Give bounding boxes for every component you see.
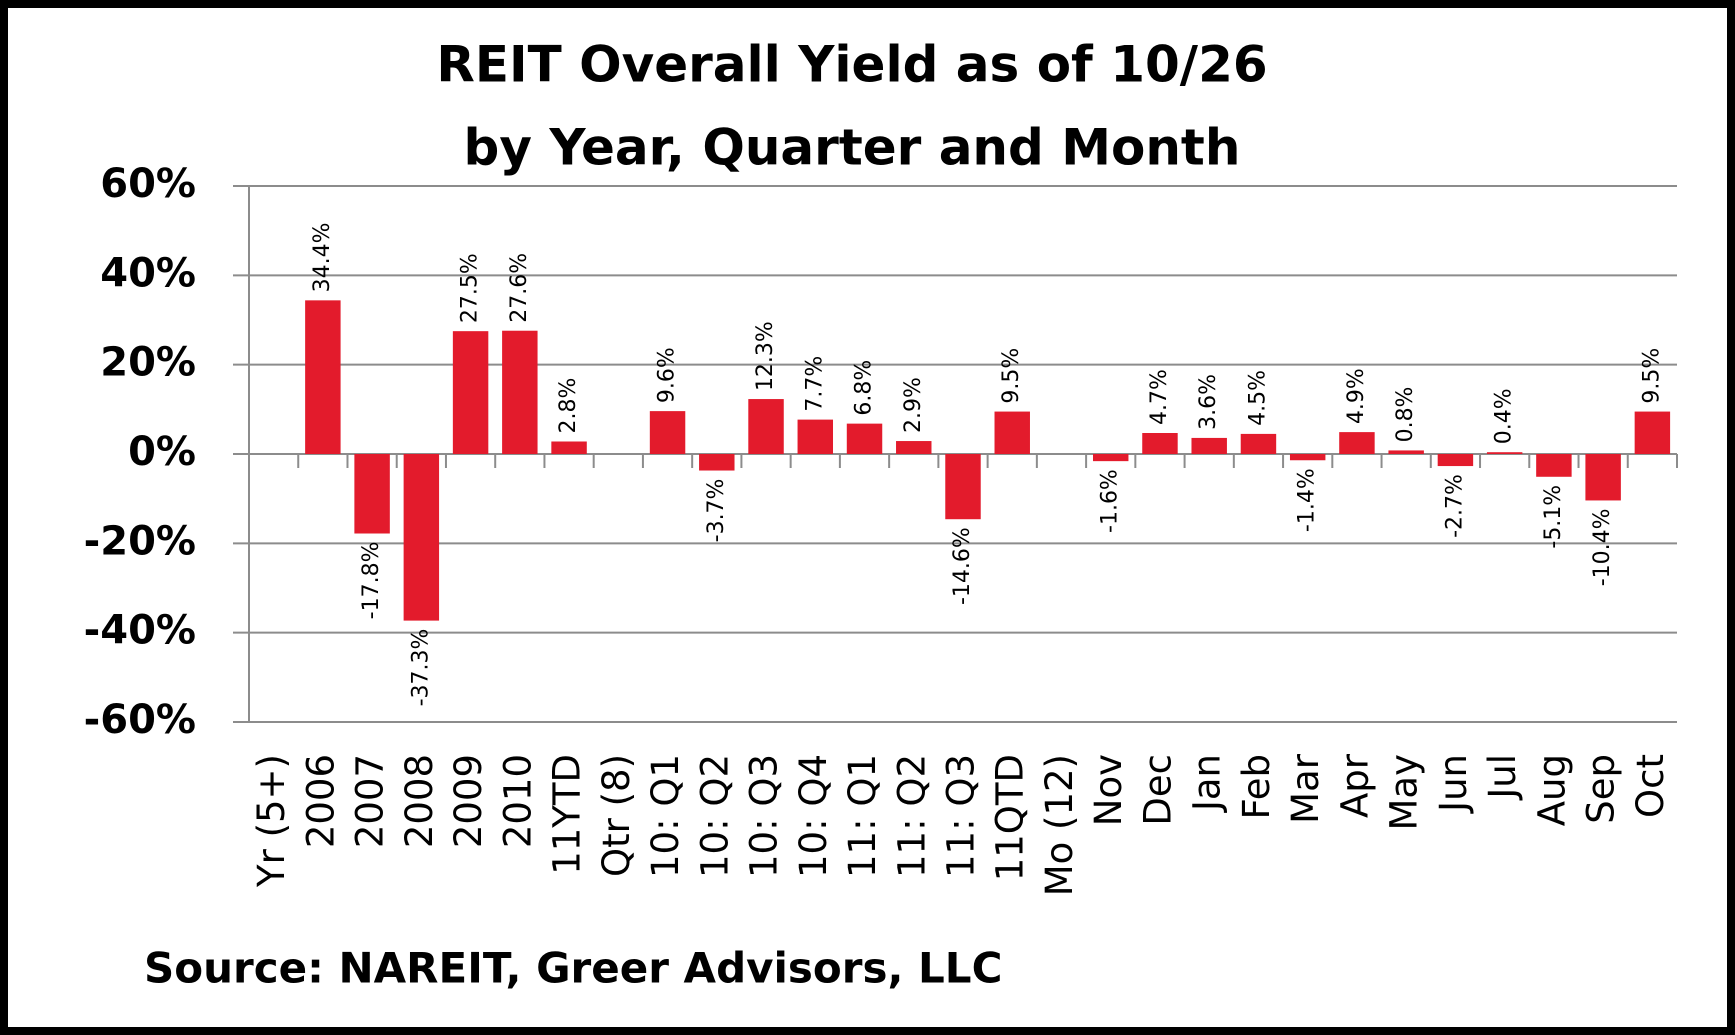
x-tick-label: 10: Q1 (644, 754, 687, 878)
data-label: 0.4% (1492, 388, 1517, 444)
x-tick-label: 2010 (496, 754, 539, 848)
data-label: -37.3% (408, 629, 433, 707)
x-tick-label: 11: Q2 (890, 754, 933, 878)
data-label: 2.9% (901, 377, 926, 433)
y-tick-label: -60% (84, 697, 196, 743)
bar (748, 399, 784, 454)
bar (1289, 454, 1326, 461)
bar (502, 330, 538, 454)
data-label: 34.4% (310, 222, 335, 292)
x-tick-label: Aug (1530, 754, 1573, 826)
data-label: -14.6% (950, 527, 975, 605)
bar (1486, 452, 1523, 454)
bar (1536, 454, 1572, 477)
data-label: 27.5% (458, 253, 483, 323)
bar (1092, 454, 1129, 462)
bar (994, 411, 1030, 454)
data-label: 4.5% (1245, 370, 1270, 426)
data-label: 9.5% (999, 348, 1024, 404)
bar (1634, 411, 1671, 454)
bar (305, 300, 341, 454)
y-tick-label: 0% (128, 429, 196, 475)
x-tick-label: Mo (12) (1038, 754, 1081, 896)
data-label: -3.7% (704, 479, 729, 543)
x-tick-label: Yr (5+) (250, 754, 293, 888)
x-tick-label: Sep (1580, 754, 1623, 824)
bar (1240, 433, 1277, 454)
x-tick-label: 11: Q3 (940, 754, 983, 878)
bar (649, 411, 686, 454)
bar (403, 454, 440, 621)
data-label: 6.8% (852, 360, 877, 416)
bar (452, 331, 489, 454)
x-tick-label: 11: Q1 (841, 754, 884, 878)
data-label: -17.8% (359, 542, 384, 620)
x-tick-label: Feb (1235, 754, 1278, 820)
bar (551, 441, 587, 454)
bar (699, 454, 735, 471)
data-label: -5.1% (1541, 485, 1566, 549)
bar (354, 454, 390, 534)
x-tick-label: Jul (1481, 754, 1524, 801)
data-label: -10.4% (1590, 508, 1615, 586)
data-label: -2.7% (1442, 474, 1467, 538)
x-tick-label: 10: Q3 (743, 754, 786, 878)
bar (945, 454, 981, 520)
bar (1585, 454, 1621, 501)
bar (1191, 437, 1227, 454)
x-tick-label: 11QTD (989, 754, 1032, 881)
source-note: Source: NAREIT, Greer Advisors, LLC (144, 944, 1002, 993)
x-tick-label: 11YTD (546, 754, 589, 875)
x-tick-label: May (1383, 754, 1426, 831)
data-label: -1.4% (1295, 468, 1320, 532)
x-tick-label: Jun (1432, 754, 1475, 814)
x-tick-label: Jan (1186, 754, 1229, 813)
data-label: 9.5% (1639, 348, 1664, 404)
data-label: 27.6% (507, 253, 532, 323)
x-tick-label: Mar (1284, 753, 1327, 824)
x-tick-label: 10: Q4 (792, 754, 835, 878)
x-tick-label: 2007 (349, 754, 392, 848)
bar (1388, 450, 1424, 454)
bar (846, 423, 883, 454)
x-tick-label: 10: Q2 (693, 754, 736, 878)
bar (1437, 454, 1474, 467)
data-label: 7.7% (802, 356, 827, 412)
x-tick-label: 2008 (398, 754, 441, 848)
y-tick-label: 40% (100, 250, 196, 296)
x-tick-label: Qtr (8) (595, 754, 638, 877)
data-label: 9.6% (655, 347, 680, 403)
y-tick-label: -20% (84, 518, 196, 564)
y-tick-label: -40% (84, 608, 196, 654)
data-label: 4.9% (1344, 368, 1369, 424)
data-label: 4.7% (1147, 369, 1172, 425)
x-tick-label: 2009 (447, 754, 490, 848)
bar (1142, 433, 1178, 454)
bar (896, 441, 932, 454)
x-tick-label: Apr (1333, 753, 1376, 818)
x-tick-label: Dec (1136, 754, 1179, 826)
x-tick-label: Oct (1629, 754, 1672, 818)
chart-title: by Year, Quarter and Month (464, 119, 1241, 177)
x-tick-label: Nov (1087, 754, 1130, 826)
data-label: -1.6% (1098, 469, 1123, 533)
y-tick-label: 60% (100, 161, 196, 207)
data-label: 12.3% (753, 321, 778, 391)
chart-title: REIT Overall Yield as of 10/26 (436, 36, 1267, 94)
x-tick-label: 2006 (299, 754, 342, 848)
data-label: 3.6% (1196, 374, 1221, 430)
data-label: 0.8% (1393, 387, 1418, 443)
y-tick-label: 20% (100, 340, 196, 386)
bar (797, 419, 834, 454)
bar (1339, 432, 1375, 454)
data-label: 2.8% (556, 378, 581, 434)
